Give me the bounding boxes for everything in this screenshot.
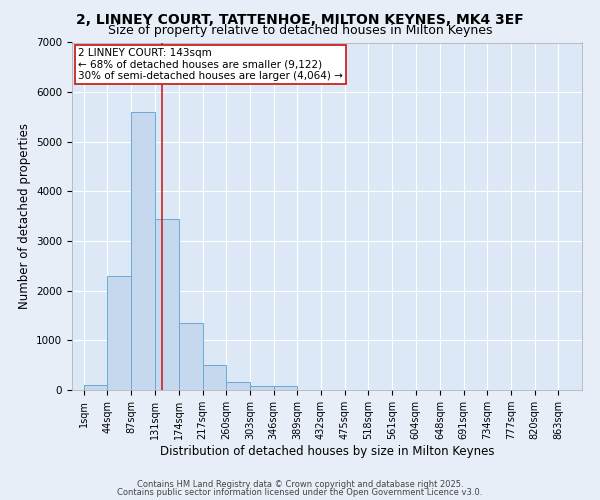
Text: 2, LINNEY COURT, TATTENHOE, MILTON KEYNES, MK4 3EF: 2, LINNEY COURT, TATTENHOE, MILTON KEYNE… — [76, 12, 524, 26]
Bar — [107, 276, 131, 390]
Bar — [203, 365, 226, 390]
Bar — [179, 323, 203, 390]
Bar — [274, 386, 297, 390]
Bar — [155, 218, 179, 390]
Bar — [83, 385, 107, 390]
Text: Contains public sector information licensed under the Open Government Licence v3: Contains public sector information licen… — [118, 488, 482, 497]
Text: Size of property relative to detached houses in Milton Keynes: Size of property relative to detached ho… — [108, 24, 492, 37]
Text: Contains HM Land Registry data © Crown copyright and database right 2025.: Contains HM Land Registry data © Crown c… — [137, 480, 463, 489]
Bar — [226, 382, 250, 390]
Text: 2 LINNEY COURT: 143sqm
← 68% of detached houses are smaller (9,122)
30% of semi-: 2 LINNEY COURT: 143sqm ← 68% of detached… — [78, 48, 343, 81]
Y-axis label: Number of detached properties: Number of detached properties — [17, 123, 31, 309]
X-axis label: Distribution of detached houses by size in Milton Keynes: Distribution of detached houses by size … — [160, 445, 494, 458]
Bar — [131, 112, 155, 390]
Bar — [250, 386, 274, 390]
